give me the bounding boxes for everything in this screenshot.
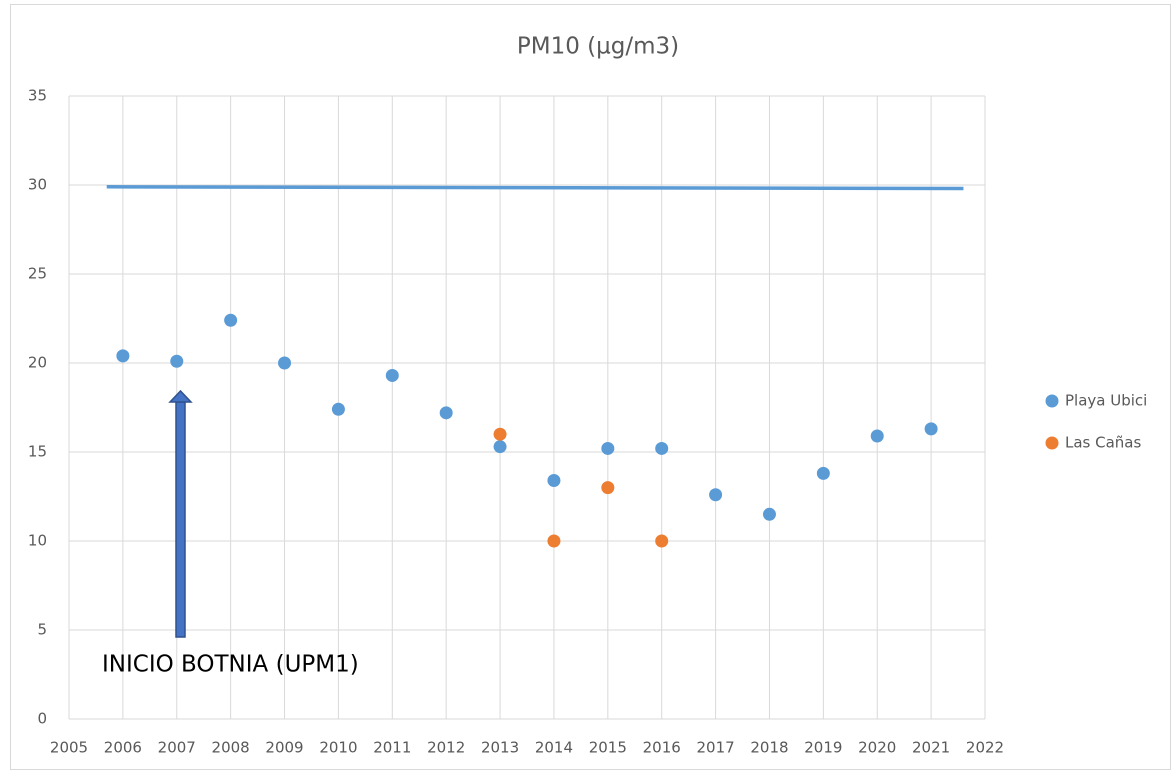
x-tick-label: 2021: [912, 739, 950, 757]
point: [224, 313, 238, 327]
point: [601, 441, 615, 455]
y-tick-label: 25: [28, 265, 47, 283]
point: [493, 427, 507, 441]
point: [816, 466, 830, 480]
point: [116, 349, 130, 363]
point: [601, 481, 615, 495]
point: [385, 368, 399, 382]
x-tick-label: 2015: [589, 739, 627, 757]
x-tick-label: 2009: [265, 739, 303, 757]
legend-marker: [1045, 436, 1059, 450]
y-tick-label: 10: [28, 532, 47, 550]
x-tick-label: 2005: [50, 739, 88, 757]
point: [493, 440, 507, 454]
point: [655, 441, 669, 455]
x-tick-label: 2011: [373, 739, 411, 757]
point: [762, 507, 776, 521]
x-tick-label: 2007: [158, 739, 196, 757]
point: [924, 422, 938, 436]
x-tick-label: 2016: [643, 739, 681, 757]
point: [278, 356, 292, 370]
chart-frame: [10, 4, 1171, 770]
point: [655, 534, 669, 548]
legend-label: Playa Ubici: [1065, 392, 1147, 410]
legend-label: Las Cañas: [1065, 434, 1141, 452]
y-tick-label: 0: [37, 710, 47, 728]
point: [170, 354, 184, 368]
x-tick-label: 2022: [966, 739, 1004, 757]
x-tick-label: 2014: [535, 739, 573, 757]
x-tick-label: 2006: [104, 739, 142, 757]
point: [547, 473, 561, 487]
y-tick-label: 20: [28, 354, 47, 372]
chart-title: PM10 (µg/m3): [517, 34, 679, 60]
y-tick-label: 15: [28, 443, 47, 461]
y-tick-label: 35: [28, 87, 47, 105]
point: [439, 406, 453, 420]
arrow-shaft: [175, 401, 186, 638]
marks: [106, 185, 964, 548]
annotation-arrow: [168, 389, 193, 638]
x-tick-label: 2010: [319, 739, 357, 757]
x-tick-label: 2019: [804, 739, 842, 757]
point: [709, 488, 723, 502]
x-tick-label: 2013: [481, 739, 519, 757]
legend-marker: [1045, 394, 1059, 408]
x-tick-label: 2008: [212, 739, 250, 757]
x-tick-label: 2020: [858, 739, 896, 757]
point: [870, 429, 884, 443]
grid: [68, 95, 986, 720]
point: [331, 402, 345, 416]
annotation: INICIO BOTNIA (UPM1): [102, 652, 359, 678]
x-tick-label: 2012: [427, 739, 465, 757]
point: [547, 534, 561, 548]
y-tick-label: 5: [37, 621, 47, 639]
reference-line: [106, 185, 964, 191]
x-tick-label: 2017: [696, 739, 734, 757]
arrow-head: [168, 389, 193, 403]
x-tick-label: 2018: [750, 739, 788, 757]
y-tick-label: 30: [28, 176, 47, 194]
